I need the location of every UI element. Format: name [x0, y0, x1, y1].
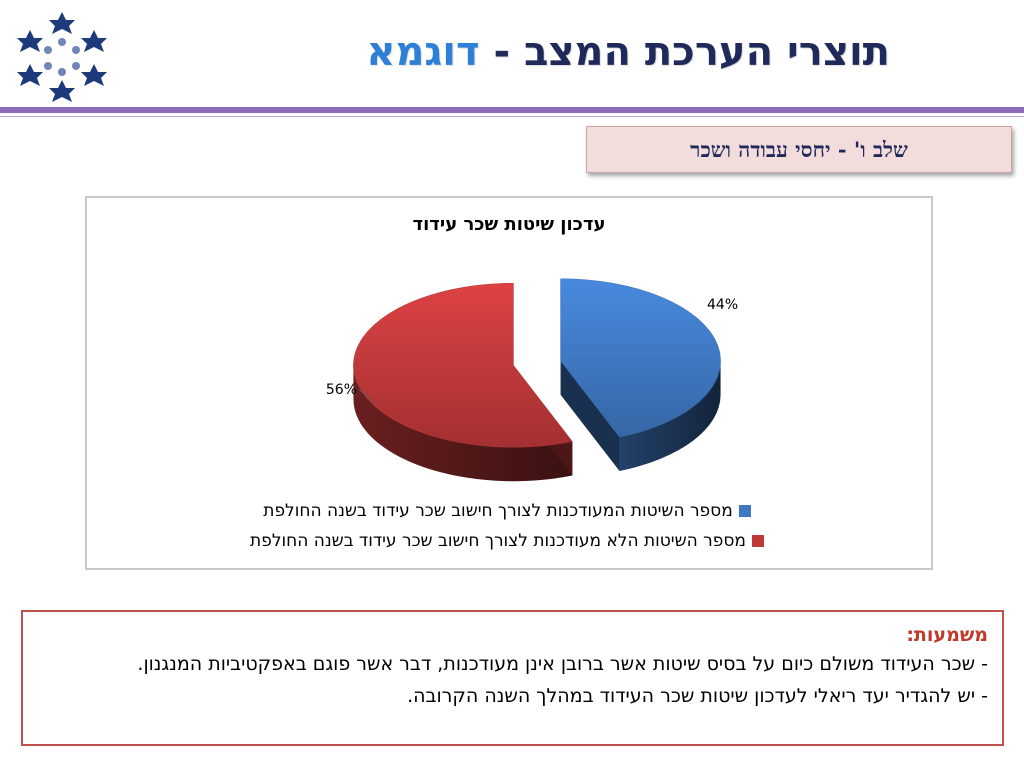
chart-frame: עדכון שיטות שכר עידוד 44% 56% מספר השיטות…	[85, 196, 933, 570]
meaning-box: משמעות: - שכר העידוד משולם כיום על בסיס …	[21, 610, 1004, 746]
chart-legend: מספר השיטות המעודכנות לצורך חישוב שכר עי…	[187, 496, 827, 556]
pie-slice-side-1	[353, 365, 573, 482]
meaning-heading: משמעות:	[906, 624, 988, 646]
legend-label-updated: מספר השיטות המעודכנות לצורך חישוב שכר עי…	[263, 501, 733, 521]
legend-item-not-updated: מספר השיטות הלא מעודכנות לצורך חישוב שכר…	[187, 526, 827, 556]
stage-label: שלב ו' - יחסי עבודה ושכר	[586, 126, 1012, 173]
chart-title: עדכון שיטות שכר עידוד	[412, 214, 606, 235]
meaning-line-1: - שכר העידוד משולם כיום על בסיס שיטות אש…	[137, 653, 988, 675]
meaning-line-2: - יש להגדיר יעד ריאלי לעדכון שיטות שכר ה…	[407, 685, 988, 707]
legend-swatch-updated	[738, 505, 751, 517]
legend-item-updated: מספר השיטות המעודכנות לצורך חישוב שכר עי…	[187, 496, 827, 526]
page-title-main: תוצרי הערכת המצב -	[479, 29, 890, 75]
logo-stars-icon	[17, 12, 107, 102]
pie-slice-face-0-1	[560, 360, 620, 471]
pie-data-label-1: 56%	[326, 382, 357, 398]
page-title: תוצרי הערכת המצב - דוגמא	[230, 30, 890, 74]
pie-leader-line-1	[358, 389, 376, 403]
pie-slice-top-1	[353, 282, 573, 448]
pie-slice-0	[560, 278, 721, 471]
pie-slice-side-0	[619, 360, 721, 471]
legend-swatch-not-updated	[751, 535, 764, 547]
pie-chart: 44% 56%	[326, 278, 738, 482]
pie-slice-top-0	[560, 278, 721, 438]
header-divider	[0, 107, 1024, 113]
legend-label-not-updated: מספר השיטות הלא מעודכנות לצורך חישוב שכר…	[250, 531, 746, 551]
pie-slice-1	[353, 282, 573, 482]
pie-data-label-0: 44%	[707, 297, 738, 313]
page-title-accent: דוגמא	[366, 29, 480, 75]
header-divider-thin	[0, 116, 1024, 117]
